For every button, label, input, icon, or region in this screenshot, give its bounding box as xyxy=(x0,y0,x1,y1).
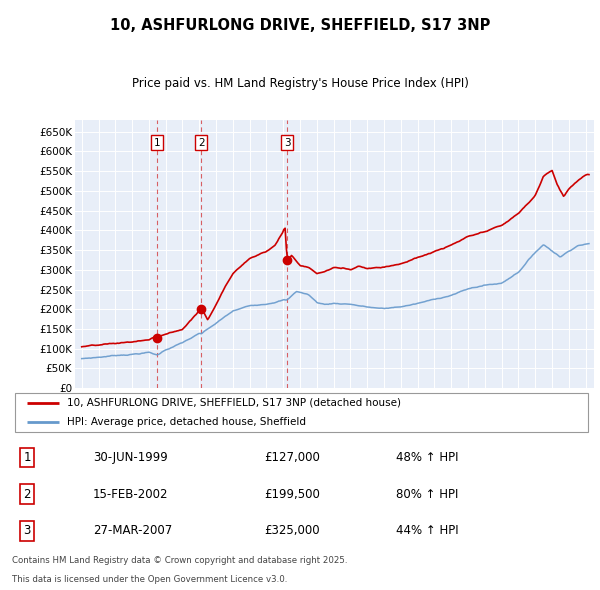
Text: 1: 1 xyxy=(23,451,31,464)
Text: 10, ASHFURLONG DRIVE, SHEFFIELD, S17 3NP: 10, ASHFURLONG DRIVE, SHEFFIELD, S17 3NP xyxy=(110,18,490,33)
Text: This data is licensed under the Open Government Licence v3.0.: This data is licensed under the Open Gov… xyxy=(12,575,287,584)
Text: 1: 1 xyxy=(154,137,161,148)
Text: 44% ↑ HPI: 44% ↑ HPI xyxy=(396,525,458,537)
Text: 3: 3 xyxy=(23,525,31,537)
Text: Contains HM Land Registry data © Crown copyright and database right 2025.: Contains HM Land Registry data © Crown c… xyxy=(12,556,347,565)
Text: HPI: Average price, detached house, Sheffield: HPI: Average price, detached house, Shef… xyxy=(67,417,306,427)
Text: Price paid vs. HM Land Registry's House Price Index (HPI): Price paid vs. HM Land Registry's House … xyxy=(131,77,469,90)
Text: 80% ↑ HPI: 80% ↑ HPI xyxy=(396,487,458,501)
Text: 2: 2 xyxy=(198,137,205,148)
Text: 27-MAR-2007: 27-MAR-2007 xyxy=(93,525,172,537)
Text: £199,500: £199,500 xyxy=(264,487,320,501)
FancyBboxPatch shape xyxy=(15,393,588,432)
Text: 10, ASHFURLONG DRIVE, SHEFFIELD, S17 3NP (detached house): 10, ASHFURLONG DRIVE, SHEFFIELD, S17 3NP… xyxy=(67,398,401,408)
Text: 30-JUN-1999: 30-JUN-1999 xyxy=(93,451,168,464)
Text: 3: 3 xyxy=(284,137,290,148)
Text: 48% ↑ HPI: 48% ↑ HPI xyxy=(396,451,458,464)
Text: 2: 2 xyxy=(23,487,31,501)
Text: £127,000: £127,000 xyxy=(264,451,320,464)
Text: 15-FEB-2002: 15-FEB-2002 xyxy=(93,487,169,501)
Text: £325,000: £325,000 xyxy=(264,525,320,537)
